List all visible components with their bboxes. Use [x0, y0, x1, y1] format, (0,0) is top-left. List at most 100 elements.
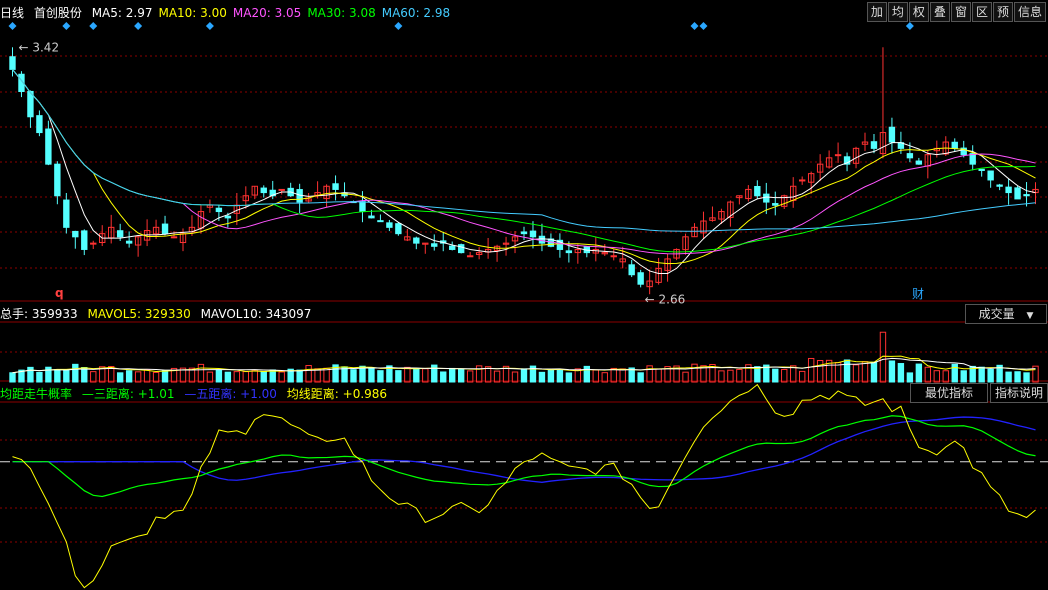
indicator-yellow-line [12, 383, 1036, 589]
volume-bar [790, 365, 797, 383]
candle [772, 203, 779, 206]
volume-bar [350, 369, 357, 383]
candle [116, 230, 124, 238]
toolbar: 加均权叠窗区预信息 [866, 2, 1046, 22]
volume-bar [431, 364, 438, 383]
volume-bar [879, 331, 887, 383]
best-indicator-button[interactable]: 最优指标 [910, 383, 988, 403]
indicator-header: 均距走牛概率 —三距离: +1.01 —五距离: +1.00 均线距离: +0.… [0, 385, 393, 402]
volume-bar [475, 365, 483, 383]
toolbar-button-0[interactable]: 加 [866, 2, 887, 22]
candle [727, 201, 734, 218]
signal-diamond-icon [62, 22, 71, 30]
volume-bar [359, 365, 366, 383]
volume-bar [601, 372, 608, 383]
candle [9, 56, 16, 70]
candle [619, 258, 626, 263]
ma-label-3: MA30: 3.08 [307, 6, 376, 20]
volume-bar [493, 370, 501, 383]
candle [260, 187, 267, 194]
indicator-title: 均距走牛概率 [0, 387, 73, 401]
signal-diamond-icon [699, 22, 708, 30]
signal-diamond-icon [134, 22, 143, 30]
volume-bar [646, 365, 653, 383]
candle [215, 207, 223, 213]
volume-bar [960, 370, 967, 383]
candle [422, 242, 429, 245]
indicator-green-line [12, 415, 1036, 498]
volume-bar [305, 365, 312, 383]
volume-bar [224, 371, 232, 383]
volume-bar [63, 369, 70, 383]
candles [9, 47, 1039, 295]
candle [906, 153, 914, 159]
main-header: 日线 首创股份 MA5: 2.97 MA10: 3.00 MA20: 3.05 MA3… [0, 4, 462, 21]
candle [72, 230, 79, 238]
candle [736, 195, 743, 199]
candle [45, 128, 52, 165]
volume-bar [852, 364, 860, 383]
toolbar-button-7[interactable]: 信息 [1013, 2, 1046, 22]
indicator-help-button[interactable]: 指标说明 [990, 383, 1048, 403]
candle [861, 141, 869, 145]
volume-bar [619, 368, 626, 383]
period-label: 日线 [0, 6, 25, 20]
volume-bar [520, 368, 528, 383]
volume-bar [745, 364, 752, 383]
mavol10-label: MAVOL10: 343097 [200, 307, 312, 321]
volume-bar [754, 366, 761, 383]
candle [691, 226, 698, 238]
volume-bar [583, 365, 591, 383]
candle [664, 258, 671, 271]
volume-bar [9, 372, 16, 383]
candle [951, 141, 958, 149]
candle [125, 240, 133, 244]
candle [152, 226, 160, 235]
volume-bar [440, 371, 447, 383]
volume-bar [691, 363, 698, 383]
volume-bar [45, 366, 52, 383]
volume-bar [99, 366, 106, 383]
toolbar-button-2[interactable]: 权 [908, 2, 929, 22]
indicator-line2: —五距离: +1.00 [184, 387, 277, 401]
volume-bar [987, 368, 994, 383]
volume-bar [90, 371, 97, 383]
toolbar-button-6[interactable]: 预 [992, 2, 1013, 22]
candle [843, 156, 851, 165]
volume-bar [413, 368, 420, 383]
candle [718, 211, 725, 220]
volume-bar [457, 368, 465, 383]
volume-bar [1014, 371, 1021, 383]
candle [915, 160, 923, 165]
volume-bar [727, 369, 734, 383]
indicator-help-label: 指标说明 [994, 386, 1043, 400]
volume-bar [54, 369, 61, 383]
volume-total-label: 总手: 359933 [0, 307, 78, 321]
candle [431, 243, 438, 247]
volume-bar [269, 369, 276, 383]
low-price-label: ← 2.66 [645, 292, 686, 306]
candle [781, 195, 788, 207]
candle [700, 220, 707, 234]
candle [323, 185, 330, 200]
candle [36, 115, 43, 134]
candle [170, 236, 178, 239]
indicator-line1: —三距离: +1.01 [81, 387, 175, 401]
volume-bar [368, 368, 375, 383]
candle [655, 267, 662, 283]
toolbar-button-5[interactable]: 区 [971, 2, 992, 22]
volume-bar [538, 371, 546, 383]
candle [54, 163, 61, 197]
volume-bar [197, 363, 205, 383]
toolbar-button-3[interactable]: 叠 [929, 2, 950, 22]
candle [709, 217, 716, 221]
signal-diamond-icon [905, 22, 914, 30]
volume-dropdown[interactable]: 成交量 ▼ [965, 304, 1047, 324]
toolbar-button-1[interactable]: 均 [887, 2, 908, 22]
ma-label-2: MA20: 3.05 [232, 6, 302, 20]
volume-bar [547, 368, 555, 383]
toolbar-button-4[interactable]: 窗 [950, 2, 971, 22]
volume-bar [556, 369, 564, 383]
candle [565, 250, 573, 254]
